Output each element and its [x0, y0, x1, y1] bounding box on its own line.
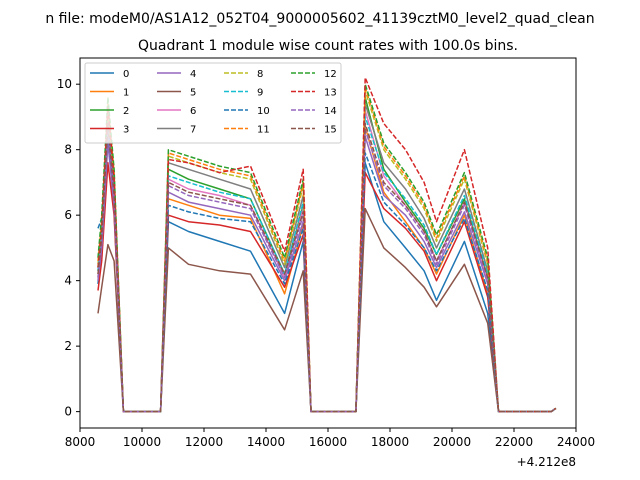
y-tick-label: 10 — [57, 77, 72, 91]
legend-frame — [84, 62, 342, 144]
legend-label: 3 — [123, 125, 129, 136]
x-tick-label: 18000 — [371, 435, 409, 449]
x-tick-label: 14000 — [247, 435, 285, 449]
legend-label: 14 — [324, 106, 337, 117]
legend-label: 10 — [257, 106, 270, 117]
x-tick-label: 22000 — [495, 435, 533, 449]
series-line-14 — [97, 129, 557, 413]
legend-label: 0 — [123, 69, 129, 80]
legend-label: 13 — [324, 88, 337, 99]
y-tick-label: 6 — [64, 208, 72, 222]
legend-label: 1 — [123, 88, 129, 99]
x-offset-text: +4.212e8 — [517, 455, 576, 469]
x-tick-label: 24000 — [557, 435, 595, 449]
x-tick-label: 10000 — [123, 435, 161, 449]
legend-label: 15 — [324, 125, 337, 136]
legend-label: 5 — [190, 88, 196, 99]
series-layer — [97, 76, 557, 413]
legend-label: 11 — [257, 125, 270, 136]
legend-label: 9 — [257, 88, 263, 99]
x-axis: 8000 10000 12000 14000 16000 18000 20000 22000 2… — [65, 428, 595, 449]
y-tick-label: 0 — [64, 405, 72, 419]
legend-label: 2 — [123, 106, 129, 117]
chart-title: Quadrant 1 module wise count rates with … — [138, 38, 518, 54]
y-axis: 0 2 4 6 8 10 — [57, 77, 80, 419]
legend-label: 4 — [190, 69, 196, 80]
legend-label: 8 — [257, 69, 263, 80]
legend-label: 12 — [324, 69, 337, 80]
y-tick-label: 8 — [64, 143, 72, 157]
y-tick-label: 4 — [64, 274, 72, 288]
legend-label: 7 — [190, 125, 196, 136]
figure-suptitle: n file: modeM0/AS1A12_052T04_9000005602_… — [45, 11, 594, 27]
x-tick-label: 12000 — [185, 435, 223, 449]
x-tick-label: 8000 — [65, 435, 96, 449]
y-tick-label: 2 — [64, 339, 72, 353]
series-line-15 — [97, 122, 557, 413]
legend-label: 6 — [190, 106, 196, 117]
x-tick-label: 20000 — [433, 435, 471, 449]
x-tick-label: 16000 — [309, 435, 347, 449]
